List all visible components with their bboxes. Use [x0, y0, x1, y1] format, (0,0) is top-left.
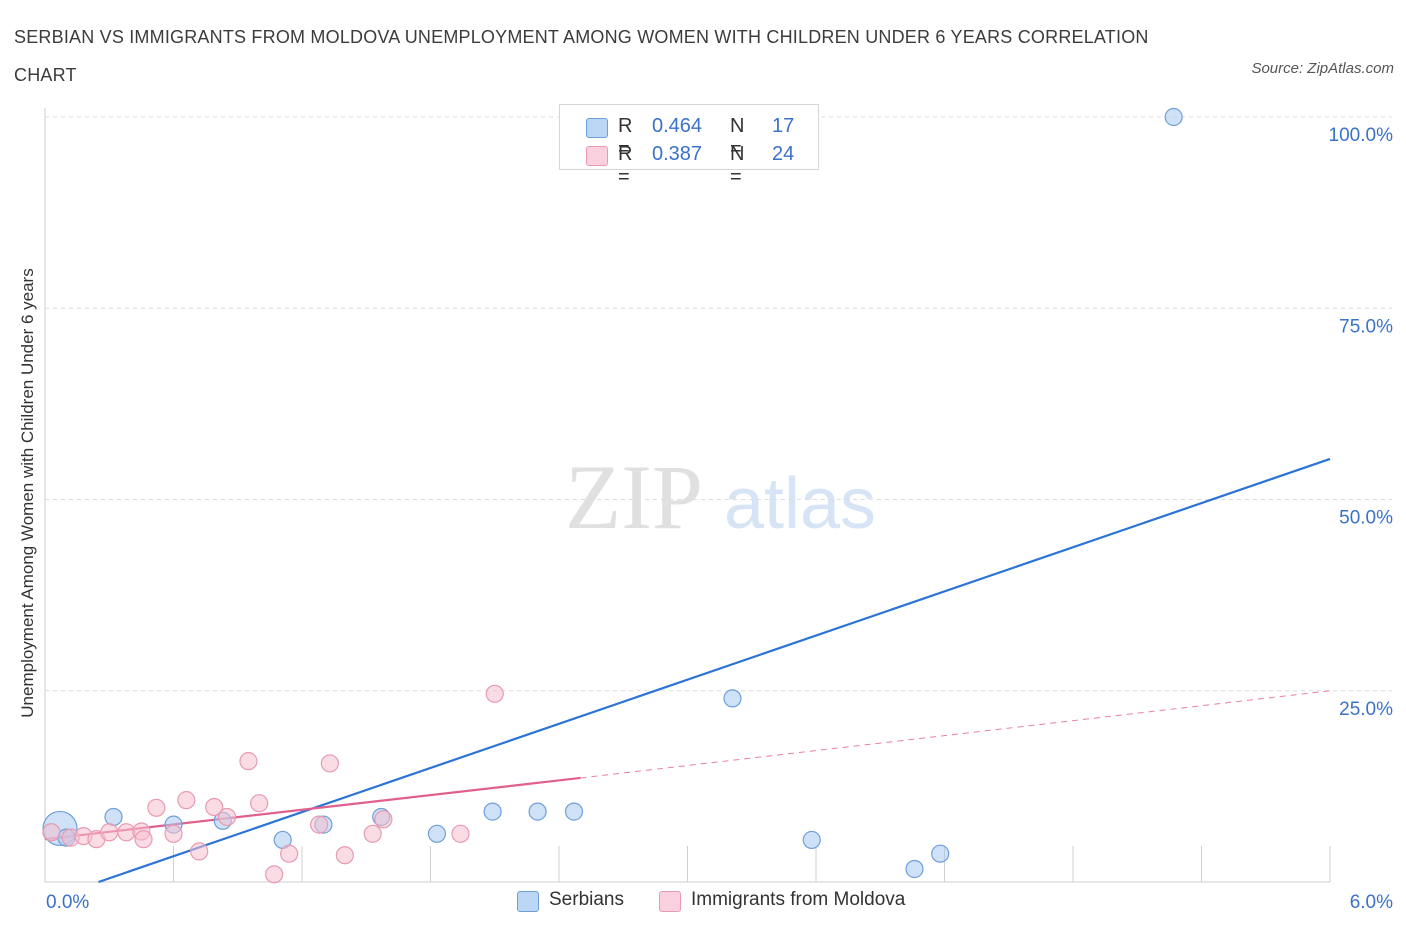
moldova-point: [335, 846, 354, 865]
legend-r-value: 0.464: [652, 115, 703, 137]
moldova-point: [265, 865, 284, 884]
axis-layer: [44, 108, 1331, 883]
serbians-trend-line: [98, 457, 1331, 884]
serbian-point: [564, 802, 584, 821]
legend-n-label: N =: [730, 143, 745, 188]
legend-n-label: N =: [730, 115, 745, 160]
serbian-point: [802, 830, 821, 850]
moldova-point: [177, 791, 196, 810]
moldova-point: [147, 798, 166, 817]
moldova-point: [280, 844, 299, 863]
moldova-point: [374, 810, 393, 829]
serbian-point: [427, 824, 447, 843]
moldova-point: [239, 752, 258, 771]
y-tick-label: 25.0%: [1339, 699, 1393, 720]
moldova-point: [190, 842, 209, 861]
point-layer: [42, 107, 1183, 884]
serbian-point: [905, 859, 924, 879]
moldova-point: [100, 823, 119, 842]
moldova-point: [134, 830, 153, 849]
moldova-point: [217, 807, 237, 827]
watermark-atlas: atlas: [724, 464, 876, 544]
grid-layer: [45, 116, 1392, 692]
moldova-point: [205, 797, 224, 817]
legend-swatch-moldova: [586, 146, 608, 166]
serbian-point: [528, 802, 547, 821]
moldova-trend-extension: [580, 690, 1331, 779]
moldova-point: [363, 824, 382, 843]
serbian-point: [1164, 107, 1183, 127]
serbian-point: [931, 844, 950, 863]
serbian-point: [723, 689, 742, 708]
watermark-zip: ZIP: [565, 446, 703, 548]
moldova-point: [485, 684, 504, 703]
x-tick-label: 6.0%: [1350, 892, 1393, 913]
serbian-point: [483, 802, 502, 821]
x-tick-label: 0.0%: [46, 892, 89, 913]
moldova-point: [164, 824, 183, 843]
legend-swatch-serbians: [586, 118, 608, 138]
legend-n-value: 24: [772, 143, 795, 165]
source-label: Source: ZipAtlas.com: [1251, 60, 1394, 77]
legend-r-label: R =: [618, 143, 633, 188]
legend-label-serbians: Serbians: [549, 889, 624, 910]
legend-r-label: R =: [618, 115, 633, 160]
chart-title: SERBIAN VS IMMIGRANTS FROM MOLDOVA UNEMP…: [14, 27, 1149, 85]
y-tick-label: 100.0%: [1329, 125, 1394, 146]
tick-label-layer: 25.0% 50.0% 75.0% 100.0% 0.0% 6.0%: [46, 125, 1393, 913]
serbian-point: [104, 807, 123, 827]
moldova-point: [451, 824, 470, 843]
legend-label-moldova: Immigrants from Moldova: [691, 889, 906, 910]
legend-swatch-serbians: [517, 891, 539, 912]
moldova-point: [250, 794, 269, 813]
moldova-point: [320, 754, 339, 773]
legend-n-value: 17: [772, 115, 795, 137]
moldova-point: [310, 815, 329, 834]
y-tick-label: 50.0%: [1339, 508, 1393, 529]
y-tick-label: 75.0%: [1339, 316, 1393, 337]
moldova-point: [42, 823, 61, 842]
legend-r-value: 0.387: [652, 143, 703, 165]
correlation-legend: R = 0.464 N = 17 R = 0.387 N = 24: [559, 104, 819, 188]
legend-swatch-moldova: [659, 891, 681, 912]
